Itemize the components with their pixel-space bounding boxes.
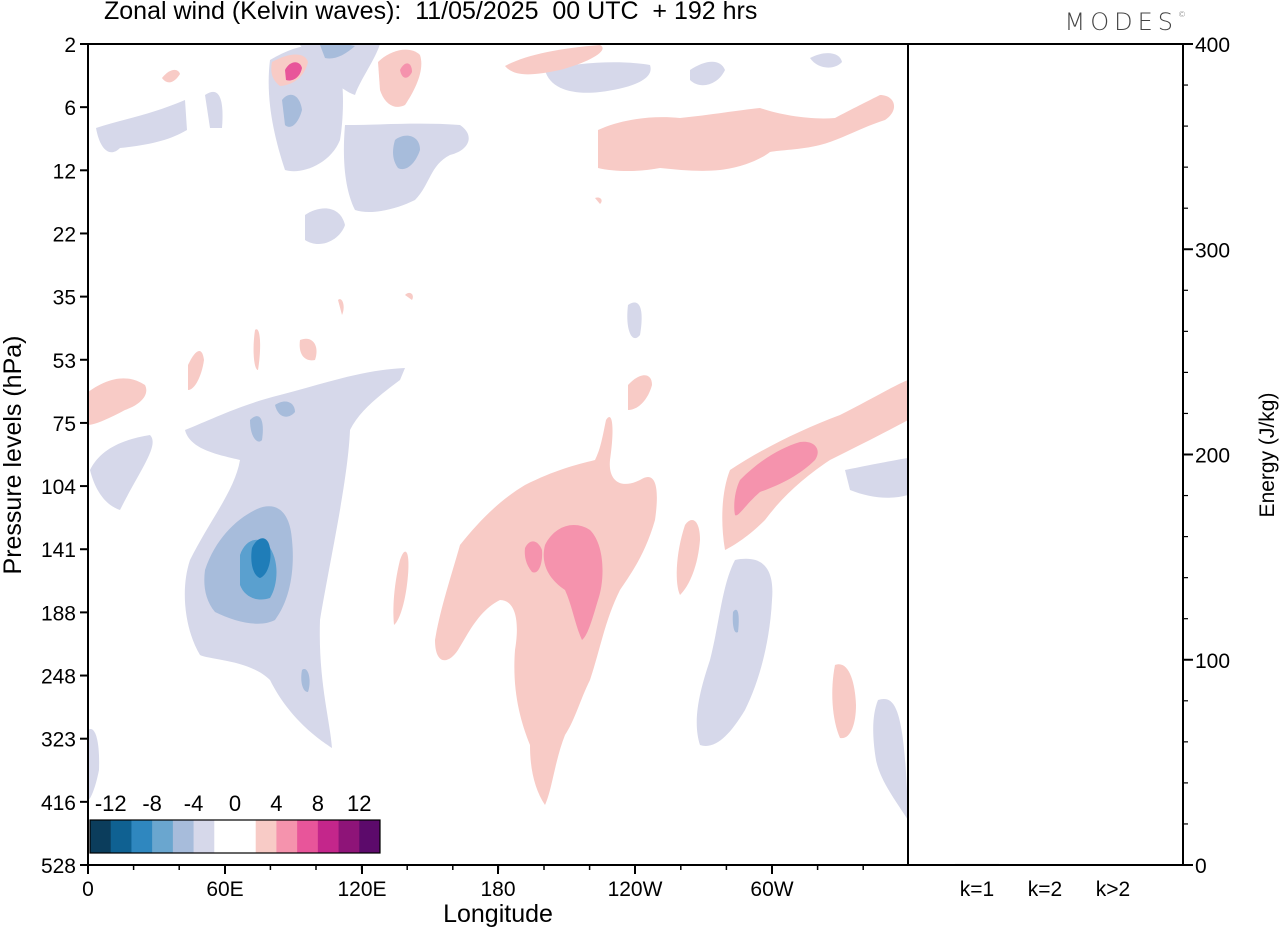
colorbar-label: 4 (270, 791, 282, 816)
chart-title: Zonal wind (Kelvin waves): 11/05/2025 00… (104, 0, 758, 25)
y-tick-label: 141 (41, 539, 76, 562)
energy-axis: 0 100 200 300 400 (1183, 34, 1230, 878)
y-tick-label: 6 (64, 97, 76, 120)
x-tick-label: 120E (337, 878, 386, 901)
colorbar-swatch (90, 820, 112, 853)
energy-tick-label: 400 (1195, 34, 1230, 57)
colorbar-label: -8 (142, 791, 162, 816)
y-tick-label: 104 (41, 476, 76, 499)
colorbar-label: 12 (347, 791, 371, 816)
pressure-axis: 2 6 12 22 35 53 75 104 141 188 248 323 416 528 (41, 34, 88, 878)
energy-category-label: k=2 (1028, 878, 1062, 901)
energy-tick-label: 200 (1195, 445, 1230, 468)
y-tick-label: 248 (41, 666, 76, 689)
colorbar-swatch (193, 820, 215, 853)
x-tick-label: 180 (480, 878, 515, 901)
positive-shading-light (88, 45, 908, 805)
negative-shading-light (88, 44, 908, 820)
energy-category-label: k>2 (1096, 878, 1130, 901)
x-axis-label: Longitude (443, 900, 553, 928)
colorbar-swatch (214, 820, 236, 853)
colorbar-frame (89, 819, 381, 854)
x-tick-label: 60W (750, 878, 793, 901)
y-tick-label: 528 (41, 855, 76, 878)
colorbar-swatch (131, 820, 153, 853)
colorbar-swatch (276, 820, 298, 853)
colorbar-swatch (317, 820, 340, 853)
colorbar-swatch (255, 820, 277, 853)
y-tick-label: 323 (41, 729, 76, 752)
y-tick-label: 12 (53, 160, 76, 183)
energy-axis-label: Energy (J/kg) (1256, 393, 1279, 518)
colorbar-label: 0 (229, 791, 241, 816)
contour-field (88, 44, 908, 820)
modes-logo: MODES© (1064, 8, 1186, 36)
y-tick-label: 22 (53, 223, 76, 246)
x-tick-label: 60E (206, 878, 243, 901)
y-tick-label: 188 (41, 602, 76, 625)
y-tick-label: 416 (41, 792, 76, 815)
colorbar-label: -12 (95, 791, 127, 816)
x-tick-label: 120W (608, 878, 663, 901)
y-axis-label: Pressure levels (hPa) (0, 336, 27, 575)
colorbar: -12 -8 -4 0 4 8 12 (89, 791, 381, 854)
y-tick-label: 2 (64, 34, 76, 57)
energy-category-label: k=1 (960, 878, 994, 901)
x-tick-label: 0 (82, 878, 94, 901)
energy-plot-frame (907, 43, 1184, 866)
energy-tick-label: 100 (1195, 650, 1230, 673)
positive-shading-strong (285, 62, 302, 81)
longitude-axis: 0 60E 120E 180 120W 60W (82, 865, 864, 901)
y-tick-label: 53 (53, 350, 76, 373)
energy-tick-label: 300 (1195, 239, 1230, 262)
energy-tick-label: 0 (1195, 855, 1207, 878)
positive-shading-medium (400, 63, 818, 640)
colorbar-swatch (338, 820, 360, 853)
colorbar-swatch (297, 820, 319, 853)
colorbar-swatch (152, 820, 174, 853)
colorbar-swatch (172, 820, 195, 853)
colorbar-swatch (359, 820, 381, 853)
colorbar-label: -4 (184, 791, 204, 816)
energy-bar (1091, 864, 1135, 866)
colorbar-swatch (110, 820, 132, 853)
colorbar-swatch (235, 820, 257, 853)
colorbar-label: 8 (312, 791, 324, 816)
energy-bar (955, 863, 999, 865)
y-tick-label: 35 (53, 287, 76, 310)
energy-bars: k=1 k=2 k>2 (955, 863, 1135, 901)
negative-shading-core (251, 538, 271, 578)
energy-bar (1023, 864, 1067, 866)
y-tick-label: 75 (53, 413, 76, 436)
